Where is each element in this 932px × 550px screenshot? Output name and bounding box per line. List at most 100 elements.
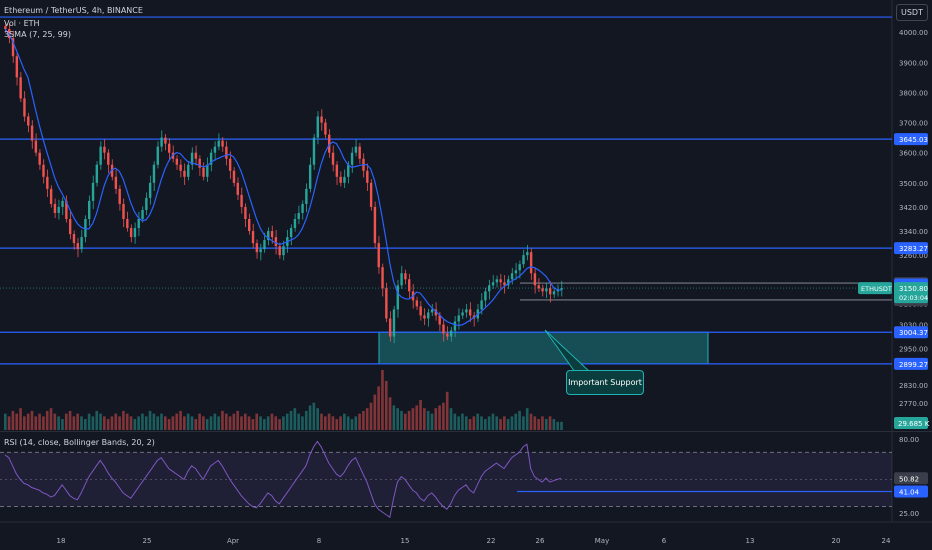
price-tick-label: 3900.00 bbox=[899, 59, 928, 67]
candle-body bbox=[46, 176, 49, 189]
volume-bar bbox=[282, 416, 285, 430]
time-axis-label: May bbox=[595, 537, 609, 545]
candle-body bbox=[350, 152, 354, 165]
volume-bar bbox=[472, 416, 476, 430]
volume-bar bbox=[476, 413, 479, 430]
price-tick-label: 3260.00 bbox=[899, 252, 928, 260]
volume-bar bbox=[186, 413, 190, 430]
volume-bar bbox=[148, 410, 152, 430]
price-tick-label: 2770.00 bbox=[899, 400, 928, 408]
volume-bar bbox=[202, 416, 205, 430]
candle-body bbox=[510, 273, 514, 280]
volume-bar bbox=[49, 408, 53, 430]
volume-bar bbox=[285, 413, 289, 430]
volume-bar bbox=[38, 413, 41, 430]
volume-legend: Vol · ETH bbox=[4, 19, 40, 28]
candle-body bbox=[503, 282, 506, 286]
volume-bar bbox=[350, 419, 354, 430]
volume-badge-label: 29.685 K bbox=[898, 420, 930, 428]
volume-bar bbox=[407, 410, 411, 430]
price-axis-bg bbox=[892, 0, 932, 550]
price-tick-label: 3500.00 bbox=[899, 180, 928, 188]
time-axis-label: Apr bbox=[227, 537, 239, 545]
volume-bar bbox=[45, 410, 49, 430]
volume-bar bbox=[377, 386, 380, 430]
volume-bar bbox=[327, 413, 331, 430]
volume-bar bbox=[259, 416, 262, 430]
candle-body bbox=[324, 122, 327, 135]
volume-bar bbox=[164, 416, 167, 430]
volume-bar bbox=[209, 416, 213, 430]
volume-bar bbox=[537, 419, 540, 430]
price-tick-label: 3030.00 bbox=[899, 322, 928, 330]
volume-bar bbox=[308, 405, 312, 430]
volume-bar bbox=[15, 413, 19, 430]
candle-body bbox=[91, 182, 95, 201]
volume-bar bbox=[525, 408, 529, 430]
volume-bar bbox=[30, 410, 34, 430]
candle-body bbox=[415, 300, 419, 307]
volume-bar bbox=[251, 419, 255, 430]
volume-bar bbox=[518, 410, 521, 430]
candle-body bbox=[499, 279, 502, 283]
volume-bar bbox=[179, 410, 182, 430]
volume-bar bbox=[365, 408, 369, 430]
candle-body bbox=[320, 116, 323, 123]
volume-bar bbox=[320, 413, 323, 430]
volume-bar bbox=[312, 402, 316, 430]
candle-body bbox=[381, 267, 384, 289]
candle-body bbox=[183, 170, 186, 177]
candle-body bbox=[129, 228, 133, 238]
volume-bar bbox=[514, 413, 518, 430]
candle-body bbox=[76, 243, 79, 250]
rsi-ma-label: 41.04 bbox=[899, 489, 920, 497]
volume-bar bbox=[503, 416, 506, 430]
candle-body bbox=[179, 164, 182, 171]
candle-body bbox=[369, 182, 373, 207]
volume-bar bbox=[57, 416, 60, 430]
volume-badge bbox=[894, 417, 928, 429]
volume-bar bbox=[293, 408, 297, 430]
candle-body bbox=[126, 219, 129, 229]
candle-body bbox=[255, 243, 259, 253]
candle-body bbox=[297, 212, 300, 219]
volume-bar bbox=[263, 419, 266, 430]
volume-bar bbox=[232, 413, 236, 430]
candle-body bbox=[400, 273, 403, 286]
price-tick-label: 3600.00 bbox=[899, 150, 928, 158]
currency-button[interactable]: USDT bbox=[896, 4, 928, 21]
volume-bar bbox=[103, 416, 106, 430]
rsi-value-label: 50.82 bbox=[899, 475, 919, 483]
volume-bar bbox=[388, 397, 392, 430]
volume-bar bbox=[129, 416, 133, 430]
candle-body bbox=[301, 203, 304, 213]
moving-average-legend: 3SMA (7, 25, 99) bbox=[4, 30, 71, 39]
candle-body bbox=[468, 309, 472, 316]
volume-bar bbox=[110, 416, 114, 430]
candle-body bbox=[148, 182, 152, 198]
volume-bar bbox=[480, 416, 483, 430]
candle-body bbox=[507, 279, 510, 286]
volume-bar bbox=[274, 416, 278, 430]
candle-body bbox=[38, 152, 41, 165]
candle-body bbox=[526, 252, 529, 256]
volume-bar bbox=[556, 421, 559, 430]
candle-body bbox=[335, 164, 339, 177]
volume-bar bbox=[423, 408, 426, 430]
time-axis-label: 25 bbox=[143, 537, 152, 545]
candle-body bbox=[366, 170, 369, 183]
candle-body bbox=[552, 291, 556, 295]
volume-bar bbox=[461, 413, 464, 430]
last-price-label: 3150.80 bbox=[899, 285, 928, 293]
volume-bar bbox=[171, 416, 175, 430]
volume-bar bbox=[160, 413, 163, 430]
candle-body bbox=[331, 152, 335, 165]
volume-bar bbox=[343, 413, 346, 430]
volume-bar bbox=[190, 416, 194, 430]
candle-body bbox=[308, 164, 312, 189]
candle-body bbox=[103, 146, 106, 153]
volume-bar bbox=[484, 419, 487, 430]
price-tick-label: 3420.00 bbox=[899, 204, 928, 212]
candle-body bbox=[491, 282, 495, 286]
